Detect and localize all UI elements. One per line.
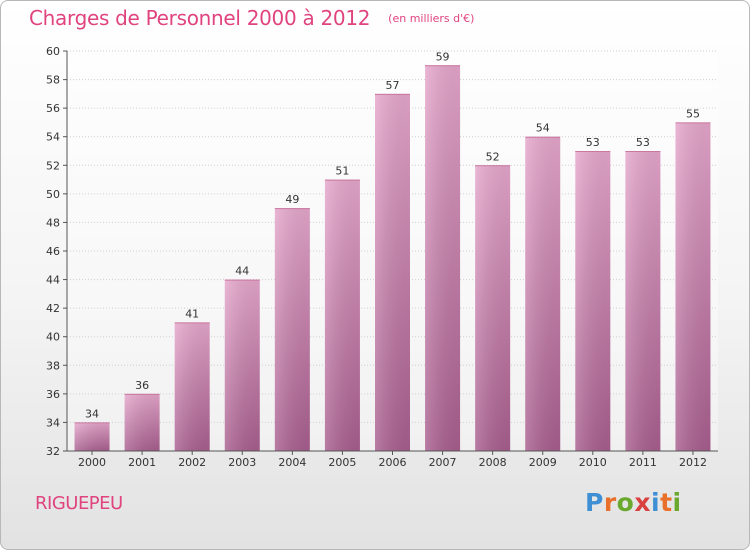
proxiti-logo: Proxiti bbox=[585, 488, 682, 517]
x-tick-label: 2001 bbox=[128, 456, 156, 469]
y-tick-label: 56 bbox=[46, 102, 60, 115]
logo-letter: i bbox=[651, 488, 661, 517]
data-label: 41 bbox=[185, 307, 199, 320]
bar-shade bbox=[475, 165, 511, 452]
logo-letter: i bbox=[672, 488, 682, 517]
bar-shade bbox=[74, 422, 110, 451]
bar-shade bbox=[124, 393, 160, 451]
bar-shade bbox=[274, 208, 310, 451]
bar-shade bbox=[625, 151, 661, 451]
y-tick-label: 46 bbox=[46, 245, 60, 258]
y-tick-label: 40 bbox=[46, 331, 60, 344]
logo-letter: t bbox=[660, 488, 673, 517]
data-label: 49 bbox=[285, 193, 299, 206]
data-label: 52 bbox=[486, 150, 500, 163]
x-tick-label: 2000 bbox=[78, 456, 106, 469]
bar-shade bbox=[425, 65, 461, 452]
data-label: 54 bbox=[536, 122, 550, 135]
data-label: 59 bbox=[436, 50, 450, 63]
logo-letter: x bbox=[634, 488, 651, 517]
logo-letter: r bbox=[603, 488, 617, 517]
data-label: 36 bbox=[135, 379, 149, 392]
y-tick-label: 52 bbox=[46, 159, 60, 172]
data-label: 34 bbox=[85, 407, 99, 420]
chart-subtitle: (en milliers d'€) bbox=[388, 12, 475, 25]
x-tick-label: 2007 bbox=[429, 456, 457, 469]
commune-name: RIGUEPEU bbox=[35, 493, 123, 514]
x-tick-label: 2009 bbox=[529, 456, 557, 469]
y-tick-label: 58 bbox=[46, 74, 60, 87]
y-tick-label: 38 bbox=[46, 359, 60, 372]
x-tick-label: 2006 bbox=[379, 456, 407, 469]
data-label: 55 bbox=[686, 107, 700, 120]
y-tick-label: 60 bbox=[46, 45, 60, 58]
bar-shade bbox=[575, 151, 611, 451]
y-tick-label: 50 bbox=[46, 188, 60, 201]
x-tick-label: 2005 bbox=[328, 456, 356, 469]
data-label: 51 bbox=[335, 165, 349, 178]
data-label: 44 bbox=[235, 265, 249, 278]
data-label: 57 bbox=[386, 79, 400, 92]
bar-shade bbox=[174, 322, 210, 451]
logo-letter: P bbox=[585, 488, 604, 517]
x-tick-label: 2011 bbox=[629, 456, 657, 469]
bar-shade bbox=[675, 122, 711, 451]
title-row: Charges de Personnel 2000 à 2012 (en mil… bbox=[29, 6, 474, 30]
bar-shade bbox=[324, 179, 360, 452]
data-label: 53 bbox=[636, 136, 650, 149]
y-tick-label: 54 bbox=[46, 131, 60, 144]
bar-shade bbox=[525, 136, 561, 451]
x-tick-label: 2012 bbox=[679, 456, 707, 469]
y-tick-label: 42 bbox=[46, 302, 60, 315]
data-label: 53 bbox=[586, 136, 600, 149]
y-tick-label: 36 bbox=[46, 388, 60, 401]
chart-title: Charges de Personnel 2000 à 2012 bbox=[29, 6, 371, 30]
x-tick-label: 2002 bbox=[178, 456, 206, 469]
y-tick-label: 48 bbox=[46, 216, 60, 229]
x-tick-label: 2004 bbox=[278, 456, 306, 469]
x-tick-label: 2010 bbox=[579, 456, 607, 469]
y-tick-label: 44 bbox=[46, 274, 60, 287]
logo-letter: o bbox=[616, 488, 635, 517]
bar-shade bbox=[224, 279, 260, 451]
y-tick-label: 32 bbox=[46, 445, 60, 458]
x-tick-label: 2008 bbox=[479, 456, 507, 469]
bar-shade bbox=[375, 93, 410, 451]
x-tick-label: 2003 bbox=[228, 456, 256, 469]
y-tick-label: 34 bbox=[46, 416, 60, 429]
